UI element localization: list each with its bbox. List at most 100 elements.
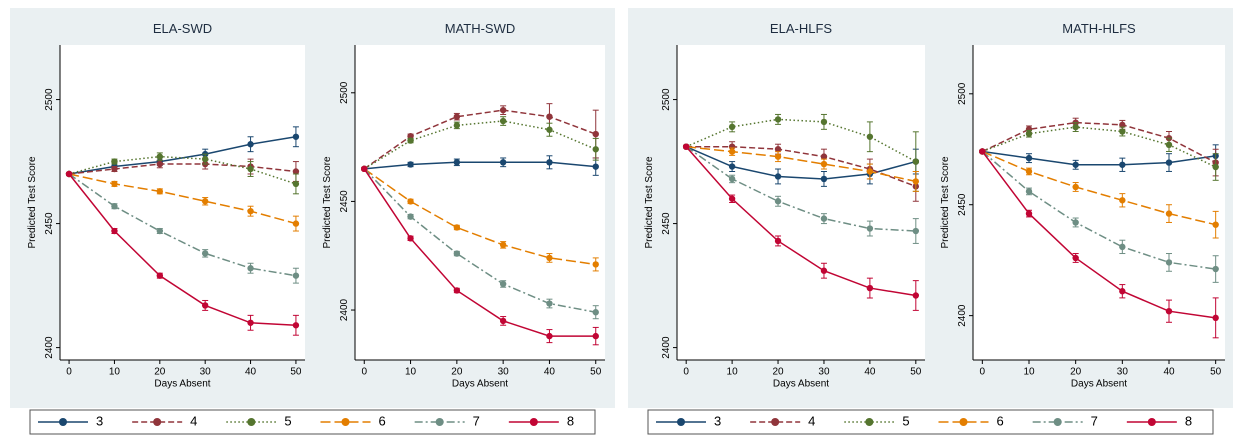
legend-label: 6 xyxy=(997,413,1004,428)
point xyxy=(1212,221,1219,228)
legend-box xyxy=(29,409,596,435)
legend-marker xyxy=(865,418,874,426)
point xyxy=(546,332,553,340)
point xyxy=(592,130,599,138)
y-tick-label: 2400 xyxy=(339,298,350,321)
point xyxy=(292,220,300,227)
plot-area xyxy=(973,45,1225,360)
point xyxy=(111,180,118,188)
y-axis-label: Predicted Test Score xyxy=(27,156,38,249)
panel-title: ELA-SWD xyxy=(153,21,212,36)
series-line xyxy=(363,120,597,170)
point xyxy=(453,287,461,294)
legend-label: 8 xyxy=(1185,413,1192,428)
y-tick-label: 2450 xyxy=(44,212,55,235)
point xyxy=(866,225,874,232)
y-axis-label: Predicted Test Score xyxy=(644,156,655,249)
point xyxy=(866,168,874,175)
point xyxy=(499,241,507,249)
legend-label: 7 xyxy=(473,413,480,428)
plot-area xyxy=(355,45,605,360)
point xyxy=(912,227,920,235)
point xyxy=(156,272,164,279)
point xyxy=(774,237,782,245)
point xyxy=(1165,141,1173,149)
x-tick-label: 10 xyxy=(109,367,121,378)
point xyxy=(728,123,736,131)
series-line xyxy=(363,109,597,170)
series-line xyxy=(363,168,596,337)
point xyxy=(728,195,736,202)
point xyxy=(774,153,782,160)
point xyxy=(407,137,414,144)
series-line xyxy=(686,145,917,188)
point xyxy=(728,163,736,170)
point xyxy=(820,118,828,126)
series-line xyxy=(982,150,1216,226)
point xyxy=(453,250,461,257)
y-tick-label: 2450 xyxy=(339,190,350,213)
x-axis-label: Days Absent xyxy=(452,379,508,390)
x-tick-label: 50 xyxy=(290,367,302,378)
point xyxy=(407,161,414,168)
panel-title: MATH-HLFS xyxy=(1062,21,1136,36)
point xyxy=(546,126,553,133)
point xyxy=(1072,254,1079,262)
x-tick-label: 20 xyxy=(451,367,463,378)
point xyxy=(201,155,209,163)
point xyxy=(820,215,828,222)
point xyxy=(65,170,73,178)
legend-label: 5 xyxy=(902,413,909,428)
point xyxy=(682,143,690,150)
x-axis-label: Days Absent xyxy=(773,379,829,390)
x-tick-label: 0 xyxy=(361,367,367,378)
y-tick-label: 2450 xyxy=(661,212,672,235)
series-line xyxy=(68,163,297,175)
legend-marker xyxy=(529,418,538,426)
series-line xyxy=(363,168,596,313)
series-line xyxy=(685,146,916,297)
series-line xyxy=(685,146,916,232)
point xyxy=(592,261,599,268)
point xyxy=(866,133,874,140)
point xyxy=(979,148,986,155)
point xyxy=(111,203,118,210)
point xyxy=(111,165,118,173)
point xyxy=(1119,121,1126,129)
point xyxy=(1025,154,1033,162)
point xyxy=(1072,183,1079,191)
point xyxy=(201,198,209,205)
point xyxy=(247,319,254,326)
y-tick-label: 2500 xyxy=(957,82,968,105)
point xyxy=(820,160,828,168)
point xyxy=(292,168,300,175)
x-tick-label: 30 xyxy=(200,367,212,378)
point xyxy=(912,292,920,299)
point xyxy=(820,267,828,274)
point xyxy=(728,175,736,183)
point xyxy=(1025,210,1033,217)
point xyxy=(820,175,828,183)
point xyxy=(247,207,254,215)
series-line xyxy=(982,121,1217,164)
point xyxy=(156,153,164,160)
x-tick-label: 30 xyxy=(818,367,830,378)
legend-label: 4 xyxy=(808,413,815,428)
point xyxy=(1165,259,1173,266)
legend-marker xyxy=(1053,418,1062,426)
point xyxy=(1212,314,1219,322)
point xyxy=(1212,163,1219,171)
x-axis-label: Days Absent xyxy=(154,379,210,390)
series-line xyxy=(68,173,297,277)
point xyxy=(592,163,599,170)
point xyxy=(912,178,920,185)
series-line xyxy=(981,150,1216,270)
point xyxy=(1119,161,1126,168)
x-tick-label: 30 xyxy=(498,367,510,378)
legend-label: 5 xyxy=(284,413,291,428)
legend-marker xyxy=(153,418,162,426)
point xyxy=(499,159,507,166)
point xyxy=(247,165,254,173)
x-tick-label: 0 xyxy=(66,367,72,378)
series-line xyxy=(363,168,596,266)
